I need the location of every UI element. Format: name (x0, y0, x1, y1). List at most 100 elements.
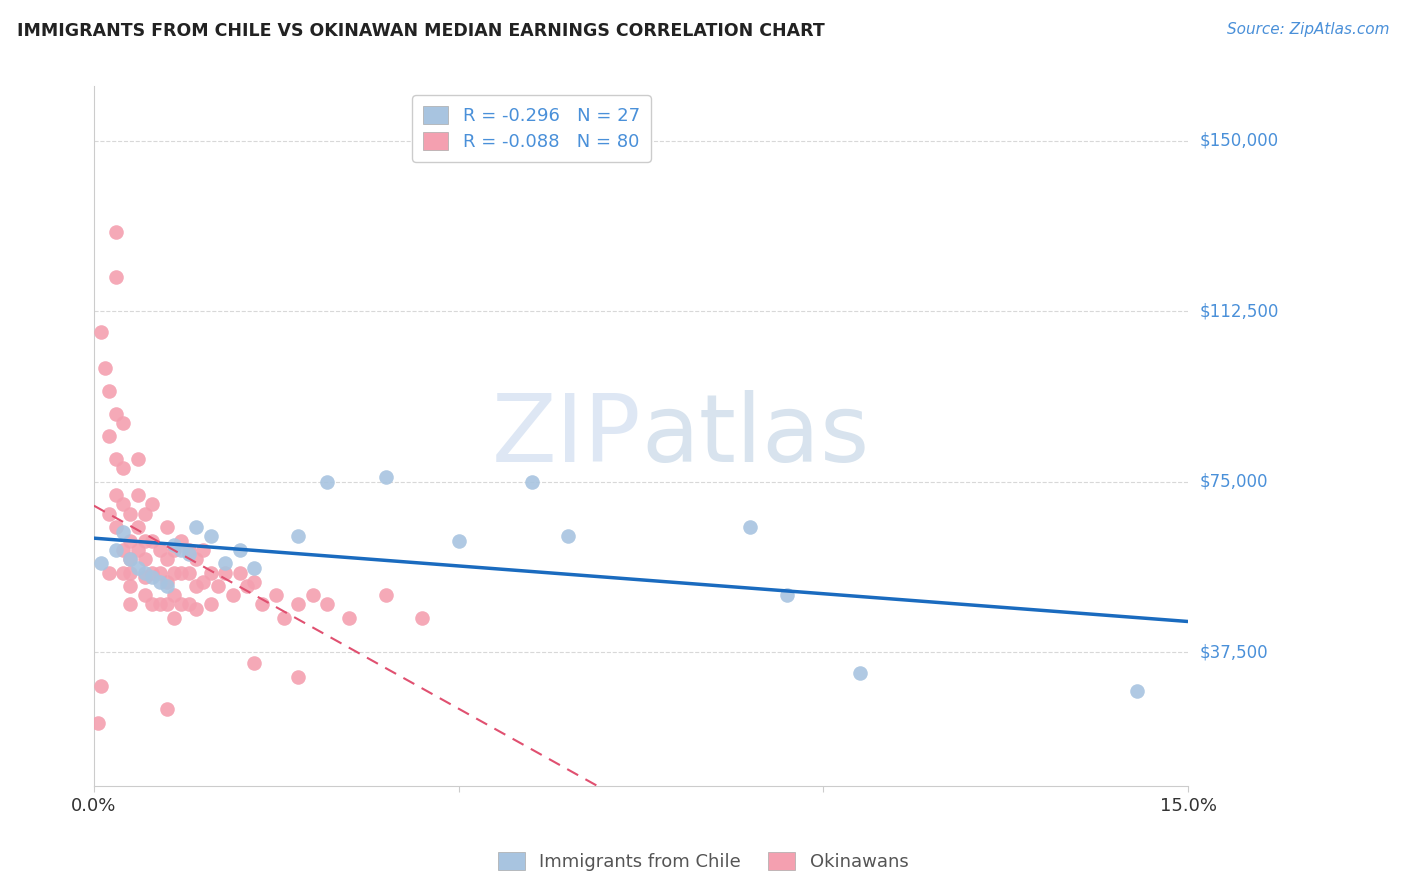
Point (97, 507, 120, 521)
Point (177, 566, 200, 580)
Point (264, 588, 287, 602)
Point (374, 470, 396, 484)
Point (127, 452, 149, 467)
Point (207, 579, 229, 593)
Point (200, 598, 222, 612)
Legend: R = -0.296   N = 27, R = -0.088   N = 80: R = -0.296 N = 27, R = -0.088 N = 80 (412, 95, 651, 161)
Point (86, 715, 108, 730)
Point (156, 579, 179, 593)
Text: $37,500: $37,500 (1199, 643, 1268, 661)
Text: IMMIGRANTS FROM CHILE VS OKINAWAN MEDIAN EARNINGS CORRELATION CHART: IMMIGRANTS FROM CHILE VS OKINAWAN MEDIAN… (17, 22, 825, 40)
Point (776, 588, 799, 602)
Point (1126, 683, 1149, 698)
Point (134, 533, 156, 548)
Point (90, 325, 112, 339)
Point (104, 542, 127, 557)
Point (177, 598, 200, 612)
Text: $150,000: $150,000 (1199, 132, 1278, 150)
Legend: Immigrants from Chile, Okinawans: Immigrants from Chile, Okinawans (491, 846, 915, 879)
Point (214, 566, 236, 580)
Point (134, 588, 156, 602)
Point (849, 665, 872, 680)
Point (301, 588, 323, 602)
Point (112, 542, 135, 557)
Point (163, 588, 186, 602)
Point (127, 520, 149, 534)
Point (156, 574, 179, 589)
Point (287, 598, 309, 612)
Point (447, 533, 470, 548)
Point (520, 475, 543, 489)
Point (120, 533, 142, 548)
Point (221, 588, 243, 602)
Point (374, 588, 396, 602)
Point (112, 497, 135, 511)
Point (243, 657, 266, 671)
Text: Source: ZipAtlas.com: Source: ZipAtlas.com (1226, 22, 1389, 37)
Point (104, 488, 127, 502)
Point (411, 611, 433, 625)
Text: $75,000: $75,000 (1199, 473, 1268, 491)
Point (177, 548, 200, 562)
Point (184, 579, 207, 593)
Point (156, 702, 179, 716)
Point (141, 533, 163, 548)
Point (316, 598, 339, 612)
Point (148, 574, 170, 589)
Point (141, 497, 163, 511)
Point (163, 538, 186, 552)
Point (112, 524, 135, 539)
Point (170, 533, 193, 548)
Point (156, 520, 179, 534)
Point (287, 529, 309, 543)
Point (141, 598, 163, 612)
Point (127, 561, 149, 575)
Point (112, 416, 135, 430)
Point (163, 542, 186, 557)
Point (104, 270, 127, 285)
Point (104, 225, 127, 239)
Point (97, 384, 120, 398)
Point (141, 570, 163, 584)
Point (112, 461, 135, 475)
Point (104, 452, 127, 467)
Point (104, 520, 127, 534)
Point (97, 566, 120, 580)
Point (94, 361, 117, 376)
Point (557, 529, 579, 543)
Point (148, 598, 170, 612)
Point (184, 602, 207, 616)
Point (120, 507, 142, 521)
Point (184, 552, 207, 566)
Point (134, 552, 156, 566)
Text: atlas: atlas (641, 391, 869, 483)
Point (243, 574, 266, 589)
Point (193, 574, 215, 589)
Point (200, 529, 222, 543)
Point (127, 488, 149, 502)
Point (170, 598, 193, 612)
Point (229, 542, 252, 557)
Point (90, 557, 112, 571)
Point (163, 566, 186, 580)
Point (90, 679, 112, 693)
Point (134, 507, 156, 521)
Point (170, 566, 193, 580)
Point (177, 542, 200, 557)
Point (156, 552, 179, 566)
Point (316, 475, 339, 489)
Point (163, 611, 186, 625)
Point (287, 670, 309, 684)
Point (273, 611, 295, 625)
Point (243, 561, 266, 575)
Point (148, 542, 170, 557)
Text: ZIP: ZIP (491, 391, 641, 483)
Point (740, 520, 762, 534)
Point (97, 429, 120, 443)
Point (134, 570, 156, 584)
Point (337, 611, 360, 625)
Point (184, 520, 207, 534)
Point (229, 566, 252, 580)
Point (156, 598, 179, 612)
Point (120, 598, 142, 612)
